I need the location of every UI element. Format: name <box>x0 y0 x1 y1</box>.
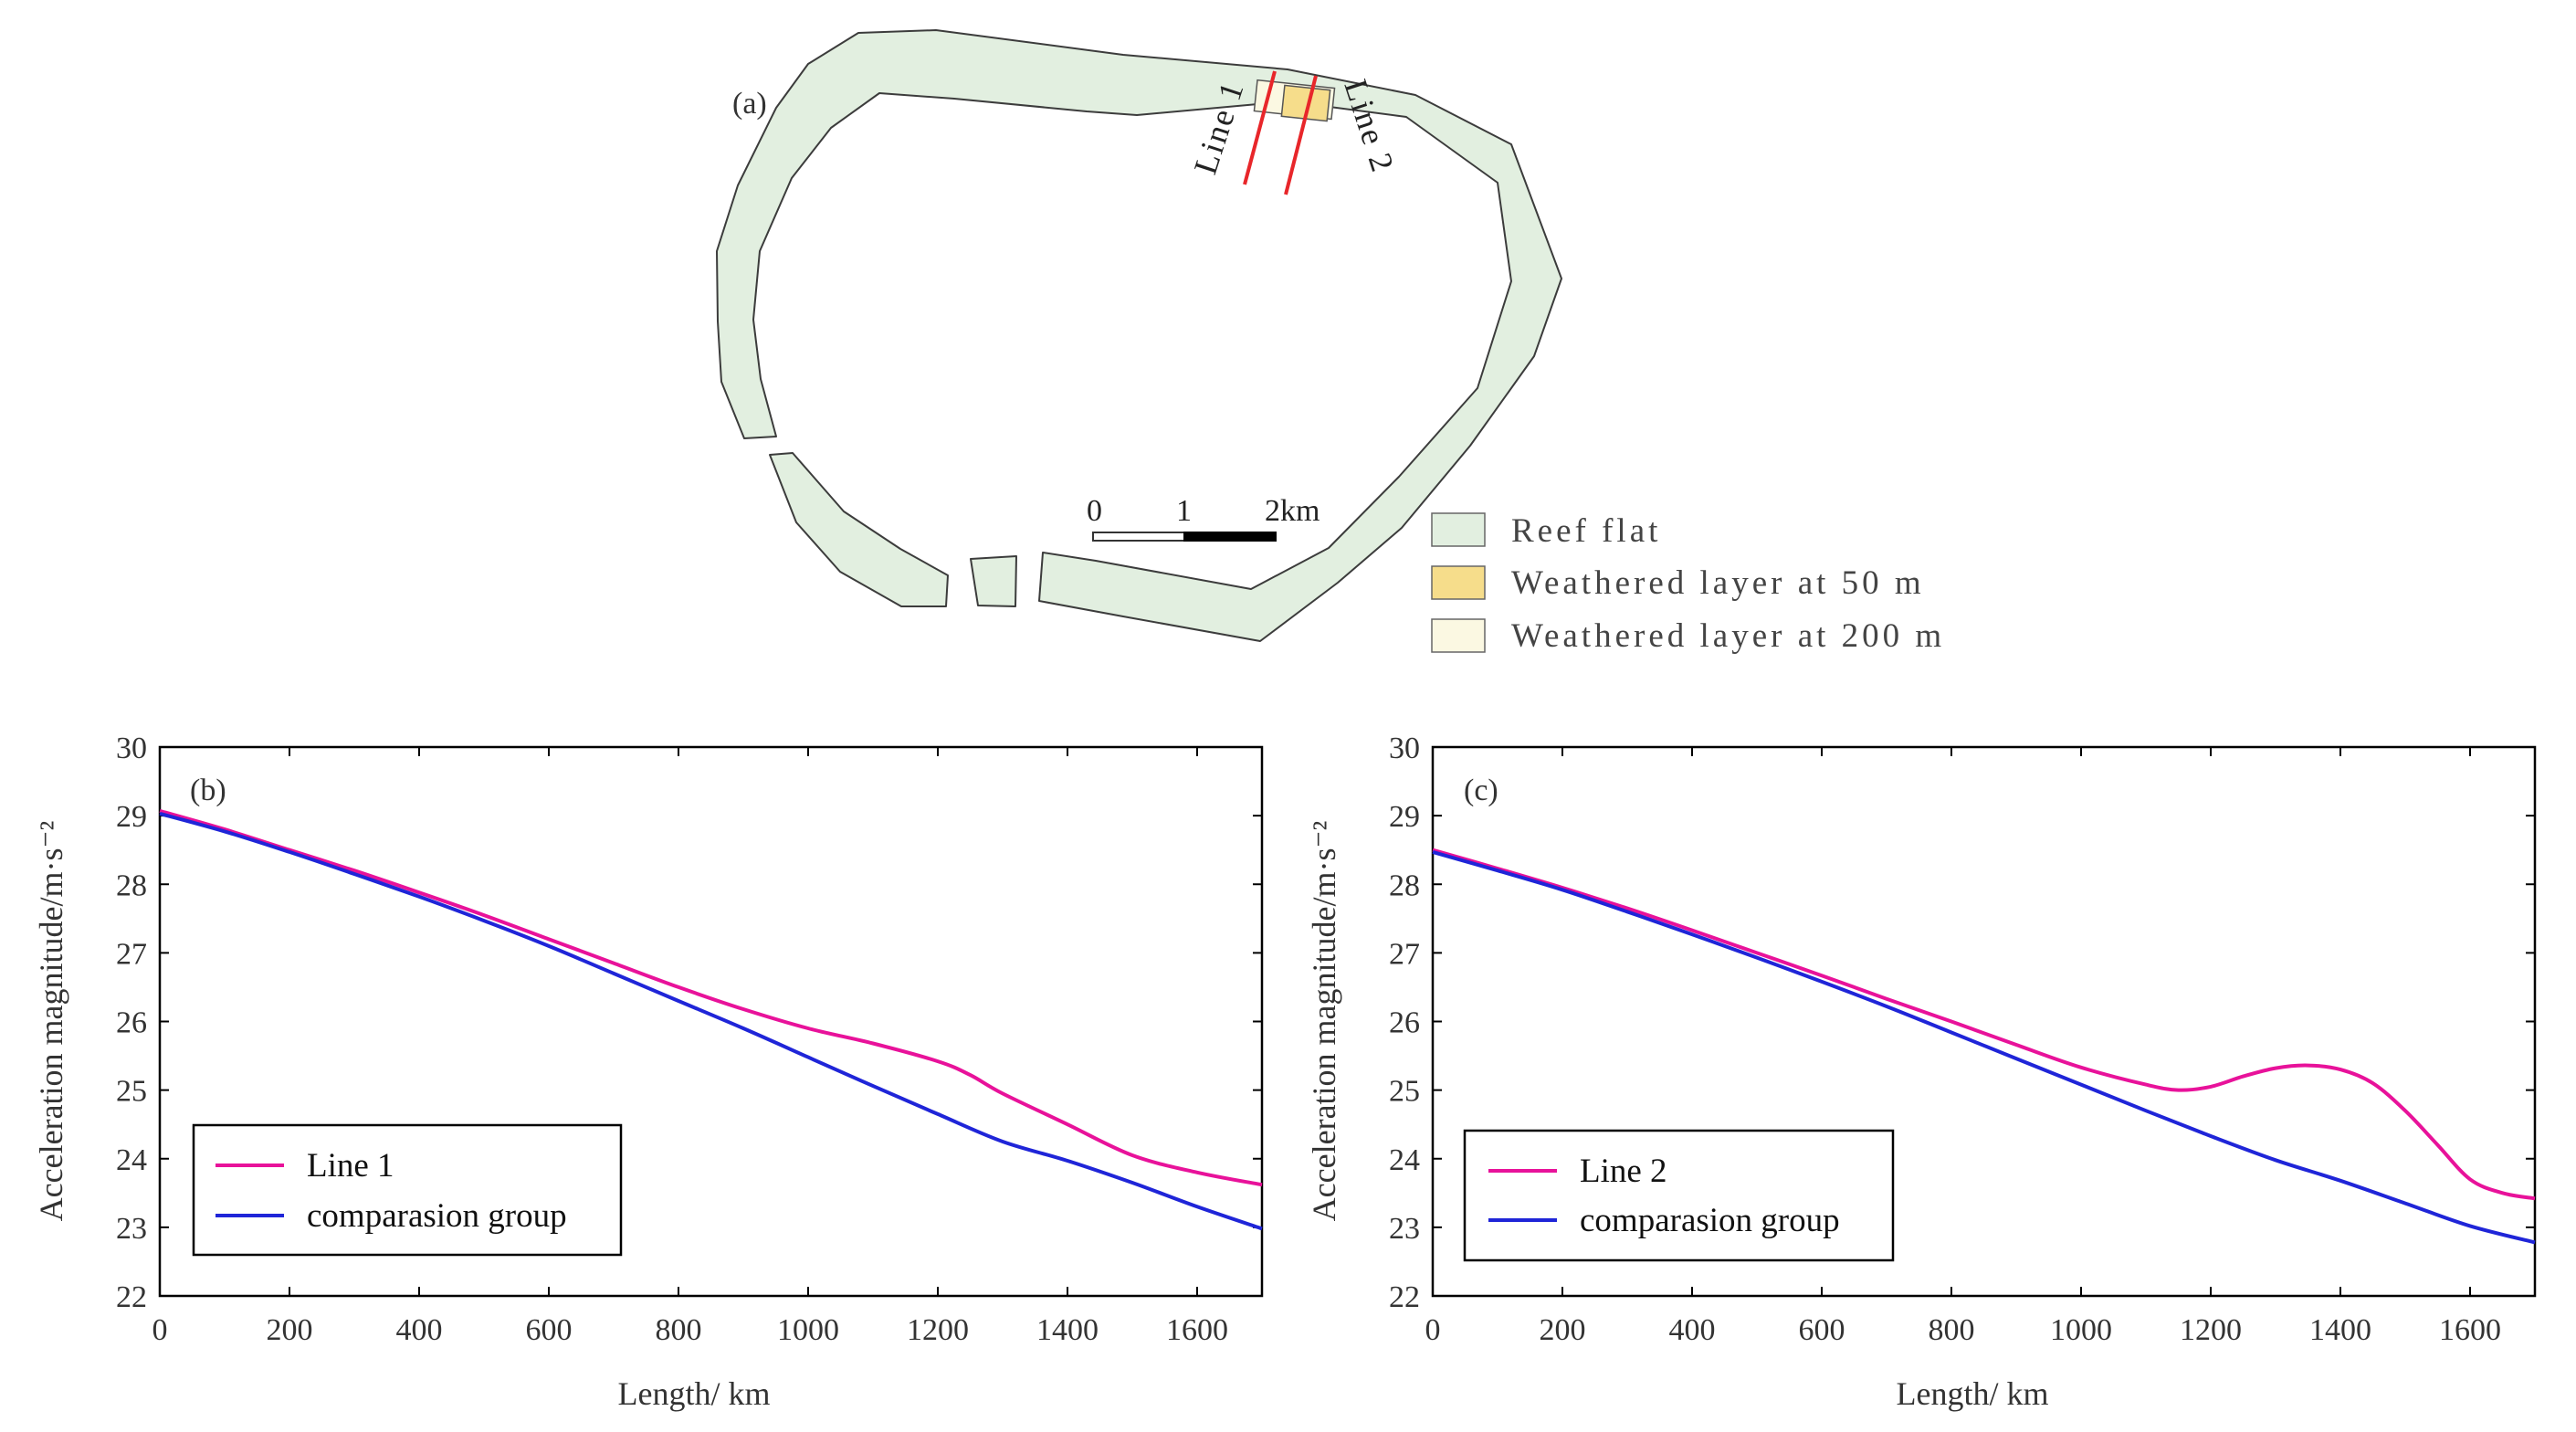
y-tick-label: 26 <box>1389 1006 1420 1040</box>
profile-line-2 <box>1284 75 1318 195</box>
series-line-line-2 <box>1432 848 2536 1201</box>
y-tick-label: 24 <box>116 1143 147 1177</box>
y-tick-label: 29 <box>1389 800 1420 834</box>
y-tick-label: 27 <box>1389 937 1420 971</box>
x-tick-label: 0 <box>152 1313 168 1347</box>
legend: Line 2 comparasion group <box>1463 1129 1895 1262</box>
legend-swatch-reef-flat <box>1431 512 1486 547</box>
x-tick-label: 1000 <box>2050 1313 2112 1347</box>
legend-label-line-1: Line 1 <box>307 1147 394 1185</box>
x-tick-label: 200 <box>267 1313 313 1347</box>
y-tick-label: 28 <box>1389 869 1420 902</box>
legend: Line 1 comparasion group <box>192 1123 623 1257</box>
legend-label-line-2: Line 2 <box>1580 1153 1667 1190</box>
legend-label-comparasion-group: comparasion group <box>307 1197 567 1235</box>
x-tick-label: 1400 <box>2309 1313 2371 1347</box>
legend-label-comparasion-group: comparasion group <box>1580 1202 1840 1239</box>
scale-bar-black-segment <box>1183 532 1277 542</box>
reef-flat-north <box>716 29 1562 642</box>
profile-line-1 <box>1243 70 1277 185</box>
x-tick-label: 1600 <box>2439 1313 2501 1347</box>
y-tick-label: 28 <box>116 869 147 902</box>
y-axis: 22 23 24 25 26 27 28 29 30 <box>1389 732 2535 1314</box>
scale-label-1: 1 <box>1176 494 1192 528</box>
x-tick-label: 1200 <box>2180 1313 2242 1347</box>
legend-swatch-weathered-50m <box>1431 565 1486 600</box>
x-tick-label: 1600 <box>1166 1313 1228 1347</box>
x-tick-label: 200 <box>1540 1313 1586 1347</box>
map-panel-label: (a) <box>732 87 767 121</box>
y-tick-label: 22 <box>116 1280 147 1314</box>
reef-flat-southwest <box>769 452 949 607</box>
x-tick-label: 600 <box>1799 1313 1845 1347</box>
x-tick-label: 400 <box>1669 1313 1716 1347</box>
chart-panel-c: 22 23 24 25 26 27 28 29 30 0 200 400 600 800 1000 1200… <box>1306 732 2537 1412</box>
x-tick-label: 1200 <box>907 1313 969 1347</box>
x-tick-label: 1000 <box>777 1313 839 1347</box>
y-tick-label: 24 <box>1389 1143 1420 1177</box>
y-axis-title: Acceleration magnitude/m·s⁻² <box>1306 821 1342 1222</box>
scale-bar: 0 1 2km <box>1087 494 1320 542</box>
y-tick-label: 29 <box>116 800 147 834</box>
x-axis-title: Length/ km <box>1897 1375 2049 1412</box>
y-tick-label: 22 <box>1389 1280 1420 1314</box>
y-tick-label: 30 <box>116 732 147 765</box>
y-tick-label: 23 <box>116 1212 147 1246</box>
x-axis: 0 200 400 600 800 1000 1200 1400 1600 <box>1425 747 2501 1347</box>
x-tick-label: 600 <box>526 1313 573 1347</box>
x-axis: 0 200 400 600 800 1000 1200 1400 1600 <box>152 747 1228 1347</box>
y-tick-label: 30 <box>1389 732 1420 765</box>
y-tick-label: 25 <box>1389 1075 1420 1109</box>
x-tick-label: 1400 <box>1036 1313 1099 1347</box>
series-group <box>159 808 1263 1231</box>
scale-bar-white-segment <box>1092 532 1185 542</box>
x-tick-label: 0 <box>1425 1313 1441 1347</box>
legend-box <box>192 1123 623 1257</box>
legend-label-reef-flat: Reef flat <box>1511 512 1661 550</box>
series-line-comparasion-group <box>159 811 1263 1231</box>
legend-box <box>1463 1129 1895 1262</box>
series-line-comparasion-group <box>1432 849 2536 1245</box>
map-legend: Reef flat Weathered layer at 50 m Weathe… <box>1431 512 1945 655</box>
y-axis-title: Acceleration magnitude/m·s⁻² <box>33 821 69 1222</box>
legend-label-weathered-200m: Weathered layer at 200 m <box>1511 617 1945 655</box>
y-tick-label: 27 <box>116 937 147 971</box>
x-tick-label: 800 <box>1929 1313 1975 1347</box>
scale-label-2km: 2km <box>1265 494 1320 528</box>
scale-label-0: 0 <box>1087 494 1102 528</box>
y-tick-label: 23 <box>1389 1212 1420 1246</box>
series-line-line-1 <box>159 808 1263 1187</box>
x-tick-label: 400 <box>396 1313 443 1347</box>
panel-label: (c) <box>1464 774 1498 807</box>
chart-panel-b: 22 23 24 25 26 27 28 29 30 0 200 400 600 800 1000 1200… <box>33 732 1264 1412</box>
reef-flat-south <box>970 555 1017 607</box>
series-group <box>1432 848 2536 1245</box>
legend-label-weathered-50m: Weathered layer at 50 m <box>1511 564 1925 602</box>
map-panel: (a) Line 1 Line 2 0 1 2km Reef flat Weat… <box>716 29 1945 655</box>
panel-label: (b) <box>190 774 226 807</box>
legend-swatch-weathered-200m <box>1431 618 1486 653</box>
x-tick-label: 800 <box>656 1313 702 1347</box>
x-axis-title: Length/ km <box>618 1375 771 1412</box>
y-tick-label: 25 <box>116 1075 147 1109</box>
y-tick-label: 26 <box>116 1006 147 1040</box>
